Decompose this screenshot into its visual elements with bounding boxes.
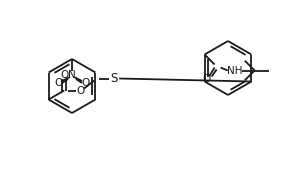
- Text: O: O: [76, 85, 84, 95]
- Text: N: N: [68, 70, 76, 80]
- Text: S: S: [110, 72, 118, 85]
- Text: O: O: [54, 78, 62, 88]
- Text: NH: NH: [227, 66, 242, 76]
- Text: O: O: [60, 69, 68, 79]
- Text: O: O: [82, 78, 90, 88]
- Text: O: O: [203, 73, 211, 83]
